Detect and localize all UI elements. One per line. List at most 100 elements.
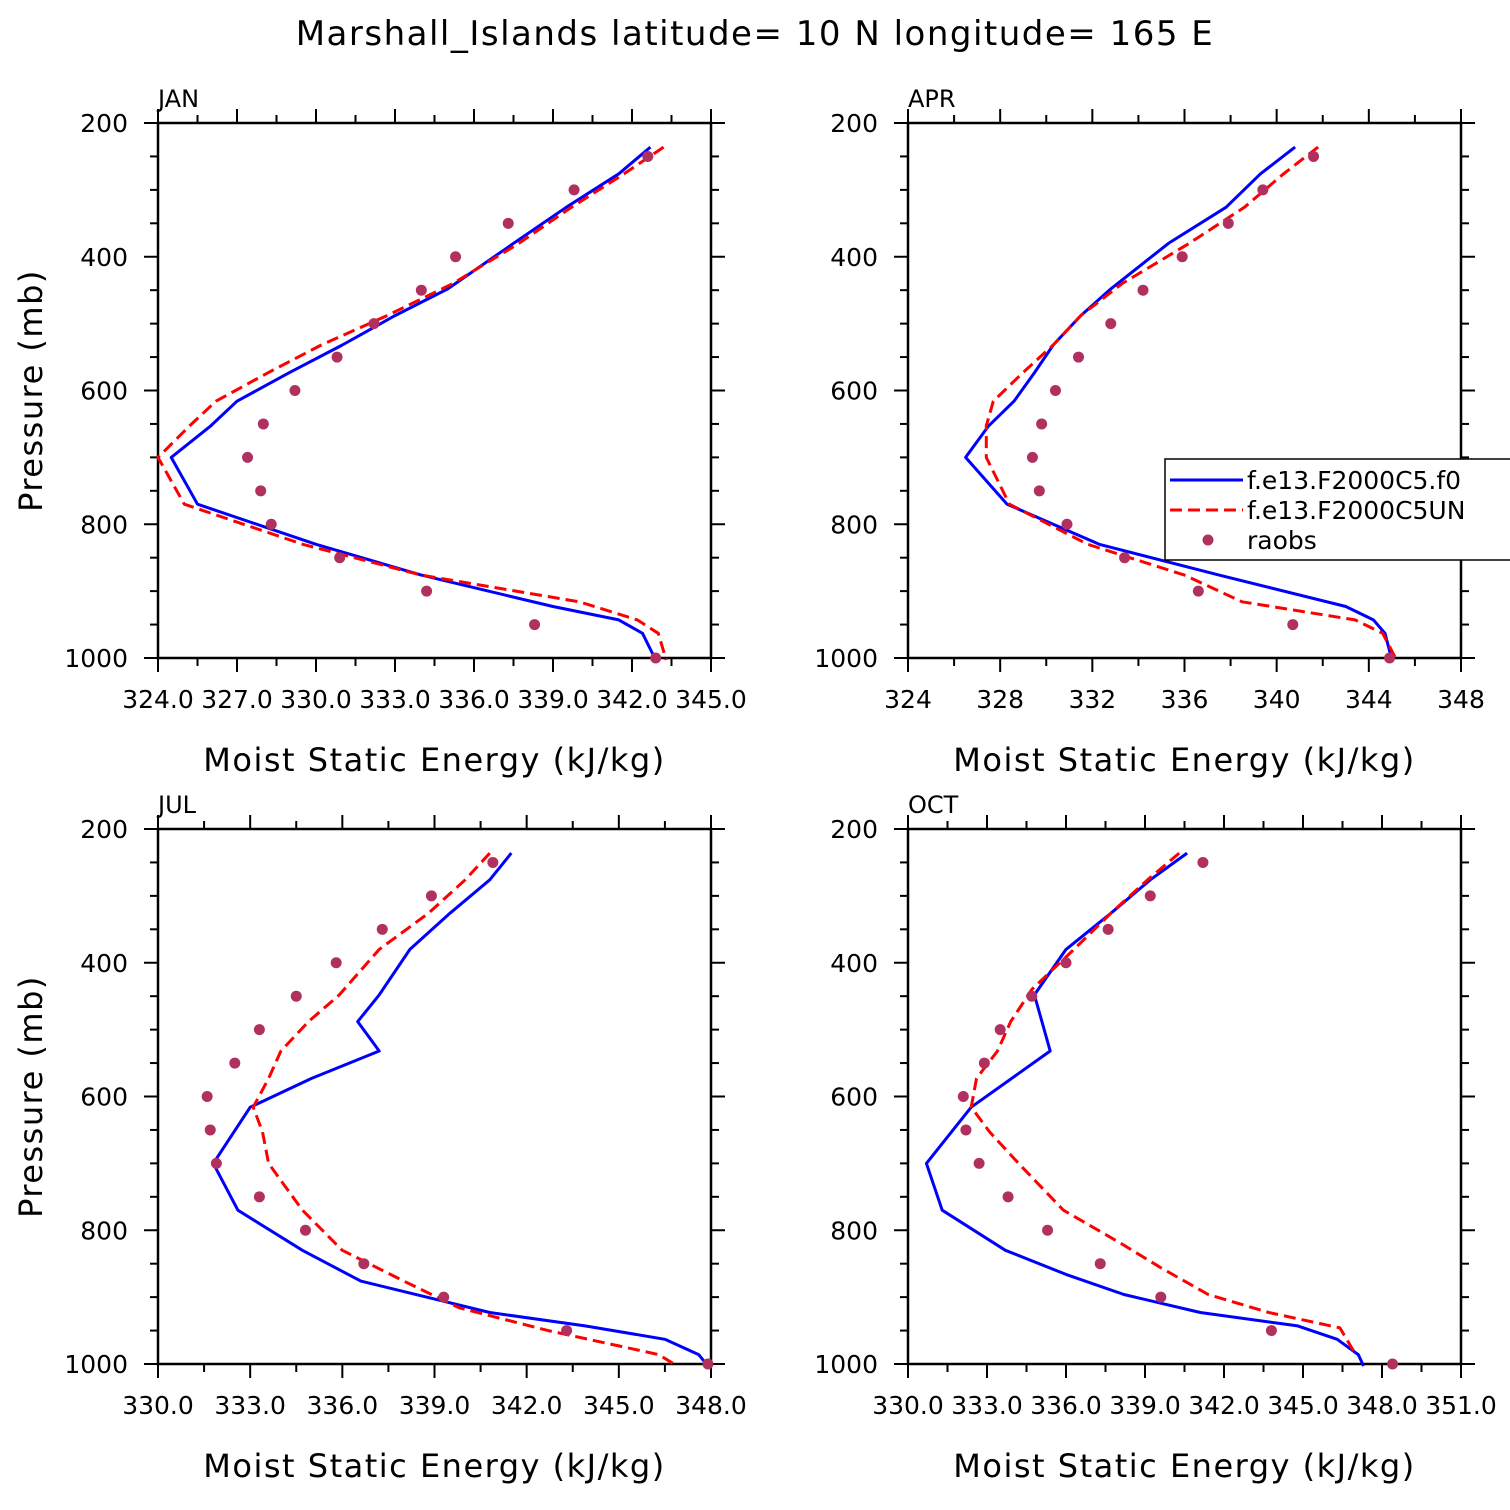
raobs-point — [299, 1224, 311, 1236]
x-tick-label: 332 — [1068, 685, 1116, 714]
figure-title: Marshall_Islands latitude= 10 N longitud… — [296, 14, 1215, 54]
series-un-line — [984, 145, 1398, 661]
x-tick-label: 333.0 — [951, 1391, 1023, 1420]
raobs-point — [1026, 451, 1038, 463]
raobs-point — [290, 990, 302, 1002]
raobs-point — [1036, 418, 1048, 430]
x-tick-label: 340 — [1253, 685, 1301, 714]
raobs-point — [1073, 351, 1085, 363]
legend-marker — [1202, 534, 1214, 546]
series-un-line — [156, 145, 668, 661]
raobs-point — [253, 1191, 265, 1203]
x-tick-label: 339.0 — [517, 685, 589, 714]
raobs-point — [960, 1124, 972, 1136]
y-tick-label: 400 — [830, 949, 878, 978]
y-tick-label: 1000 — [814, 1350, 878, 1379]
raobs-point — [1026, 990, 1038, 1002]
raobs-point — [1155, 1291, 1167, 1303]
raobs-point — [255, 485, 267, 497]
raobs-point — [450, 251, 462, 263]
x-axis-title: Moist Static Energy (kJ/kg) — [203, 741, 665, 779]
legend-label: f.e13.F2000C5UN — [1247, 496, 1465, 525]
series-f0-line — [924, 851, 1365, 1367]
raobs-point — [1105, 318, 1117, 330]
y-tick-label: 800 — [80, 1216, 128, 1245]
raobs-point — [1384, 652, 1396, 664]
legend-label: raobs — [1247, 526, 1317, 555]
raobs-point — [702, 1358, 714, 1370]
x-tick-label: 327.0 — [201, 685, 273, 714]
y-tick-label: 600 — [80, 377, 128, 406]
raobs-point — [1061, 518, 1073, 530]
y-tick-label: 200 — [80, 815, 128, 844]
raobs-point — [1192, 585, 1204, 597]
x-tick-label: 330.0 — [280, 685, 352, 714]
raobs-point — [1049, 385, 1061, 396]
raobs-point — [242, 451, 254, 463]
raobs-point — [358, 1258, 370, 1270]
x-tick-label: 336 — [1161, 685, 1209, 714]
raobs-point — [502, 217, 514, 229]
raobs-point — [957, 1091, 969, 1102]
series-f0-line — [964, 145, 1394, 661]
x-tick-label: 336.0 — [307, 1391, 379, 1420]
raobs-point — [1222, 217, 1234, 229]
x-tick-label: 336.0 — [438, 685, 510, 714]
x-tick-label: 348.0 — [1346, 1391, 1418, 1420]
panel-oct: 200 400 600 800 1000 330.0 333.0 336.0 339.0 342.… — [814, 791, 1496, 1485]
x-tick-label: 348.0 — [675, 1391, 747, 1420]
panel-jan: 200 400 600 800 1000 324.0 327.0 330.0 333.0 336.… — [12, 85, 747, 779]
raobs-point — [265, 518, 277, 530]
y-tick-label: 400 — [80, 243, 128, 272]
y-tick-label: 600 — [80, 1083, 128, 1112]
series-un-line — [251, 852, 678, 1368]
raobs-point — [1042, 1224, 1054, 1236]
raobs-point — [1257, 184, 1269, 196]
panel-label: OCT — [908, 791, 959, 819]
y-tick-label: 600 — [830, 1083, 878, 1112]
x-tick-label: 328 — [976, 685, 1024, 714]
x-tick-label: 330.0 — [122, 1391, 194, 1420]
raobs-point — [253, 1024, 265, 1036]
x-axis-title: Moist Static Energy (kJ/kg) — [203, 1447, 665, 1485]
y-axis-title: Pressure (mb) — [12, 269, 50, 512]
raobs-point — [650, 652, 662, 664]
x-tick-label: 339.0 — [1109, 1391, 1181, 1420]
x-tick-label: 351.0 — [1425, 1391, 1497, 1420]
series-f0-line — [169, 145, 658, 661]
raobs-point — [642, 150, 654, 162]
raobs-point — [1119, 552, 1131, 564]
raobs-point — [257, 418, 269, 430]
x-tick-label: 345.0 — [675, 685, 747, 714]
series-raobs — [1026, 150, 1396, 664]
raobs-point — [1387, 1358, 1399, 1370]
raobs-point — [1094, 1258, 1106, 1270]
x-tick-label: 342.0 — [491, 1391, 563, 1420]
raobs-point — [210, 1157, 222, 1169]
raobs-point — [1102, 923, 1114, 935]
x-tick-label: 330.0 — [872, 1391, 944, 1420]
raobs-point — [1265, 1325, 1277, 1337]
y-tick-label: 600 — [830, 377, 878, 406]
raobs-point — [487, 856, 499, 868]
panel-jul: 200 400 600 800 1000 330.0 333.0 336.0 339.0 342.… — [12, 791, 747, 1485]
x-axis-title: Moist Static Energy (kJ/kg) — [953, 1447, 1415, 1485]
raobs-point — [568, 184, 580, 196]
legend-label: f.e13.F2000C5.f0 — [1247, 466, 1461, 495]
raobs-point — [331, 351, 343, 363]
x-tick-label: 339.0 — [399, 1391, 471, 1420]
raobs-point — [376, 923, 388, 935]
series-raobs — [242, 150, 662, 664]
y-tick-label: 800 — [830, 1216, 878, 1245]
x-tick-label: 324.0 — [122, 685, 194, 714]
y-tick-label: 400 — [830, 243, 878, 272]
panel-label: JUL — [156, 791, 197, 819]
y-tick-label: 200 — [830, 815, 878, 844]
raobs-point — [1308, 150, 1320, 162]
raobs-point — [330, 957, 342, 969]
raobs-point — [1176, 251, 1188, 263]
raobs-point — [334, 552, 346, 564]
x-tick-label: 333.0 — [359, 685, 431, 714]
